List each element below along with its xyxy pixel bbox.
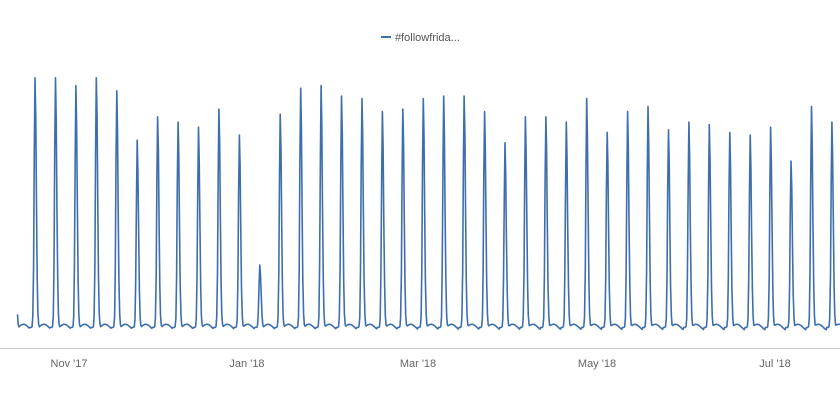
- data-point[interactable]: [420, 96, 426, 102]
- data-point[interactable]: [829, 119, 835, 125]
- data-point[interactable]: [482, 109, 488, 115]
- data-point[interactable]: [298, 85, 304, 91]
- legend-entry[interactable]: #followfrida...: [395, 32, 460, 44]
- data-point[interactable]: [359, 96, 365, 102]
- data-point[interactable]: [461, 93, 467, 99]
- data-point[interactable]: [318, 83, 324, 89]
- data-point[interactable]: [625, 109, 631, 115]
- data-point[interactable]: [114, 88, 120, 94]
- series-line[interactable]: [16, 77, 840, 331]
- data-point[interactable]: [441, 93, 447, 99]
- data-point[interactable]: [788, 158, 794, 164]
- data-point[interactable]: [645, 103, 651, 109]
- data-point[interactable]: [257, 262, 263, 268]
- plot-area: [12, 75, 840, 331]
- data-point[interactable]: [686, 119, 692, 125]
- x-tick-label: Mar '18: [400, 358, 436, 370]
- data-point[interactable]: [216, 106, 222, 112]
- data-point[interactable]: [522, 114, 528, 120]
- data-point[interactable]: [666, 127, 672, 133]
- x-tick-label: Nov '17: [51, 358, 88, 370]
- data-point[interactable]: [379, 109, 385, 115]
- x-tick-label: Jul '18: [759, 358, 790, 370]
- data-point[interactable]: [12, 96, 18, 102]
- data-point[interactable]: [196, 124, 202, 130]
- x-tick-label: May '18: [578, 358, 616, 370]
- data-point[interactable]: [175, 119, 181, 125]
- data-point[interactable]: [400, 106, 406, 112]
- data-point[interactable]: [32, 75, 38, 81]
- data-point[interactable]: [584, 96, 590, 102]
- x-tick-label: Jan '18: [229, 358, 264, 370]
- x-axis: Nov '17 Jan '18 Mar '18 May '18 Jul '18: [51, 358, 791, 370]
- data-point[interactable]: [502, 140, 508, 146]
- data-point[interactable]: [706, 122, 712, 128]
- data-point[interactable]: [73, 83, 79, 89]
- data-point[interactable]: [53, 75, 59, 81]
- data-point[interactable]: [93, 75, 99, 81]
- data-point[interactable]: [339, 93, 345, 99]
- data-point[interactable]: [236, 132, 242, 138]
- data-point[interactable]: [768, 124, 774, 130]
- data-point[interactable]: [155, 114, 161, 120]
- data-point[interactable]: [727, 129, 733, 135]
- data-point[interactable]: [543, 114, 549, 120]
- data-point[interactable]: [747, 132, 753, 138]
- data-point[interactable]: [563, 119, 569, 125]
- data-point[interactable]: [134, 137, 140, 143]
- data-point[interactable]: [809, 103, 815, 109]
- legend[interactable]: #followfrida...: [381, 32, 460, 44]
- data-point[interactable]: [604, 129, 610, 135]
- data-point[interactable]: [277, 111, 283, 117]
